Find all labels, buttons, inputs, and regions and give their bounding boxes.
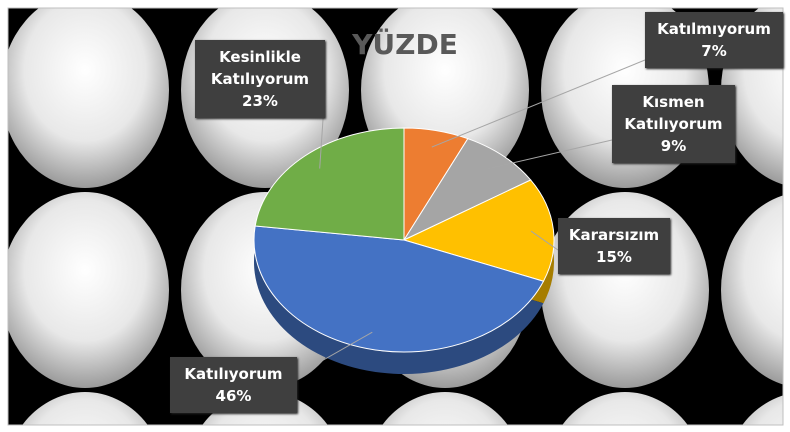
chart-title: YÜZDE <box>300 28 510 61</box>
label-value: 7% <box>653 40 775 62</box>
label-value: 9% <box>620 135 727 157</box>
label-category: Kısmen Katılıyorum <box>620 91 727 135</box>
pie <box>254 128 554 374</box>
label-value: 46% <box>178 385 289 407</box>
label-category: Kesinlikle Katılıyorum <box>203 46 317 90</box>
page: YÜZDE Katılmıyorum7% Kısmen Katılıyorum9%… <box>0 0 790 432</box>
label-category: Kararsızım <box>566 224 662 246</box>
label-category: Katılmıyorum <box>653 18 775 40</box>
label-value: 23% <box>203 90 317 112</box>
label-value: 15% <box>566 246 662 268</box>
label-category: Katılıyorum <box>178 363 289 385</box>
